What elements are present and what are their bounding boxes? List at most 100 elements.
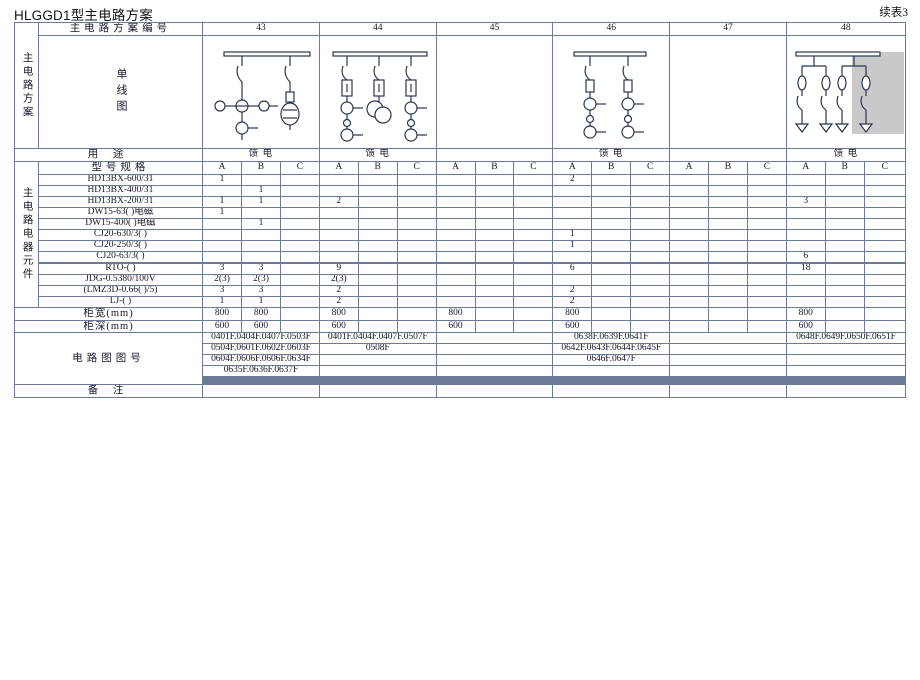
component-value-3-9 — [552, 206, 593, 219]
cabinet-depth-value-5 — [396, 319, 437, 334]
single-line-diagram-scheme-48 — [785, 34, 907, 149]
component-value-12-6 — [435, 295, 476, 308]
drawing-no-c44-3 — [318, 365, 437, 378]
component-row: DW15-400( )电磁 1 — [15, 217, 907, 230]
scheme-number-46: 46 — [552, 22, 671, 36]
drawing-no-c43-2: 0604F.0606F.0606F.0634F — [202, 354, 320, 367]
component-value-9-6 — [435, 262, 476, 275]
circuit-svg-44 — [332, 51, 428, 142]
component-value-4-6 — [435, 217, 476, 230]
side-label-scheme-block: 主电路方案 — [14, 22, 39, 149]
component-value-6-7 — [474, 239, 515, 252]
drawing-no-c48-3 — [785, 365, 907, 378]
usage-48: 馈 电 — [785, 147, 907, 162]
component-value-10-3: 2(3) — [318, 273, 359, 286]
component-row — [15, 261, 907, 264]
component-value-7-4 — [357, 250, 398, 263]
component-value-10-15 — [785, 273, 826, 286]
component-value-12-7 — [474, 295, 515, 308]
component-value-4-8 — [513, 217, 554, 230]
model-spec-label: 型号规格 — [37, 160, 204, 175]
component-value-10-17 — [863, 273, 907, 286]
phase-header-47-A: A — [669, 160, 709, 175]
cabinet-depth-value-0: 600 — [202, 319, 242, 334]
drawing-no-row: 电路图图号 0401F.0404F.0407F.0503F 0401F.0404F… — [13, 332, 907, 386]
phase-header-46-B: B — [591, 160, 632, 175]
component-value-1-10 — [591, 184, 632, 197]
component-value-4-9 — [552, 217, 593, 230]
component-value-3-4 — [357, 206, 398, 219]
component-value-1-13 — [708, 184, 748, 197]
component-value-1-2 — [279, 184, 320, 197]
scheme-no-label: 主电路方案编号 — [37, 22, 204, 36]
drawing-no-c43-0: 0401F.0404F.0407F.0503F — [202, 332, 320, 345]
component-value-6-17 — [863, 239, 907, 252]
component-value-11-16 — [824, 284, 865, 297]
side-label-component-block-text: 主电路电器元件 — [21, 186, 33, 282]
component-value-5-8 — [513, 228, 554, 241]
component-value-5-16 — [824, 228, 865, 241]
phase-header-45-C: C — [513, 160, 554, 175]
circuit-svg-43 — [214, 51, 311, 140]
drawing-no-row — [15, 383, 907, 386]
component-value-5-9: 1 — [552, 228, 593, 241]
component-value-5-7 — [474, 228, 515, 241]
component-value-1-7 — [474, 184, 515, 197]
single-line-diagram-scheme-47 — [669, 34, 787, 149]
component-value-10-5 — [396, 273, 437, 286]
component-value-2-14 — [746, 195, 787, 208]
drawing-no-c48-2 — [785, 354, 907, 367]
component-value-11-5 — [396, 284, 437, 297]
component-value-1-11 — [630, 184, 671, 197]
component-value-10-8 — [513, 273, 554, 286]
cabinet-width-value-10 — [591, 306, 632, 321]
component-value-10-0: 2(3) — [202, 273, 242, 286]
component-model-0: HD13BX-600/31 — [37, 173, 204, 186]
component-value-3-17 — [863, 206, 907, 219]
component-value-1-1: 1 — [241, 184, 281, 197]
component-value-1-17 — [863, 184, 907, 197]
component-value-12-3: 2 — [318, 295, 359, 308]
component-value-11-6 — [435, 284, 476, 297]
component-value-9-10 — [591, 262, 632, 275]
component-value-9-11 — [630, 262, 671, 275]
component-row: HD13BX-400/31 1 — [15, 184, 907, 197]
component-value-4-3 — [318, 217, 359, 230]
component-value-5-2 — [279, 228, 320, 241]
component-value-3-13 — [708, 206, 748, 219]
scheme-number-44: 44 — [318, 22, 437, 36]
component-value-6-9: 1 — [552, 239, 593, 252]
component-value-2-16 — [824, 195, 865, 208]
component-value-10-10 — [591, 273, 632, 286]
component-value-7-8 — [513, 250, 554, 263]
component-value-4-7 — [474, 217, 515, 230]
cabinet-depth-label: 柜深(mm) — [13, 319, 204, 334]
cabinet-width-value-4 — [357, 306, 398, 321]
scheme-number-47: 47 — [669, 22, 787, 36]
component-value-4-15 — [785, 217, 826, 230]
component-value-1-6 — [435, 184, 476, 197]
component-model-11: (LMZ3D-0.66( )/5) — [37, 284, 204, 297]
circuit-svg-48 — [794, 51, 904, 134]
component-row: HD13BX-200/31 1 1 2 3 — [15, 195, 907, 208]
component-value-11-8 — [513, 284, 554, 297]
component-row: HD13BX-600/31 1 2 — [15, 173, 907, 186]
usage-47 — [669, 147, 787, 162]
drawing-no-c44-0: 0401F.0404F.0407F.0507F — [318, 332, 437, 345]
component-value-12-2 — [279, 295, 320, 308]
component-value-7-14 — [746, 250, 787, 263]
component-value-2-12 — [669, 195, 709, 208]
component-value-5-4 — [357, 228, 398, 241]
remarks-47 — [669, 384, 787, 399]
component-value-11-7 — [474, 284, 515, 297]
component-value-10-4 — [357, 273, 398, 286]
component-value-0-9: 2 — [552, 173, 593, 186]
component-model-4: DW15-400( )电磁 — [37, 217, 204, 230]
remarks-44 — [318, 384, 437, 399]
model-phase-header-row: 主电路电器元件 型号规格 A B C A B C A B C A B C A B… — [14, 160, 907, 308]
component-value-6-4 — [357, 239, 398, 252]
component-value-10-12 — [669, 273, 709, 286]
component-value-6-8 — [513, 239, 554, 252]
component-value-7-16 — [824, 250, 865, 263]
component-value-11-17 — [863, 284, 907, 297]
